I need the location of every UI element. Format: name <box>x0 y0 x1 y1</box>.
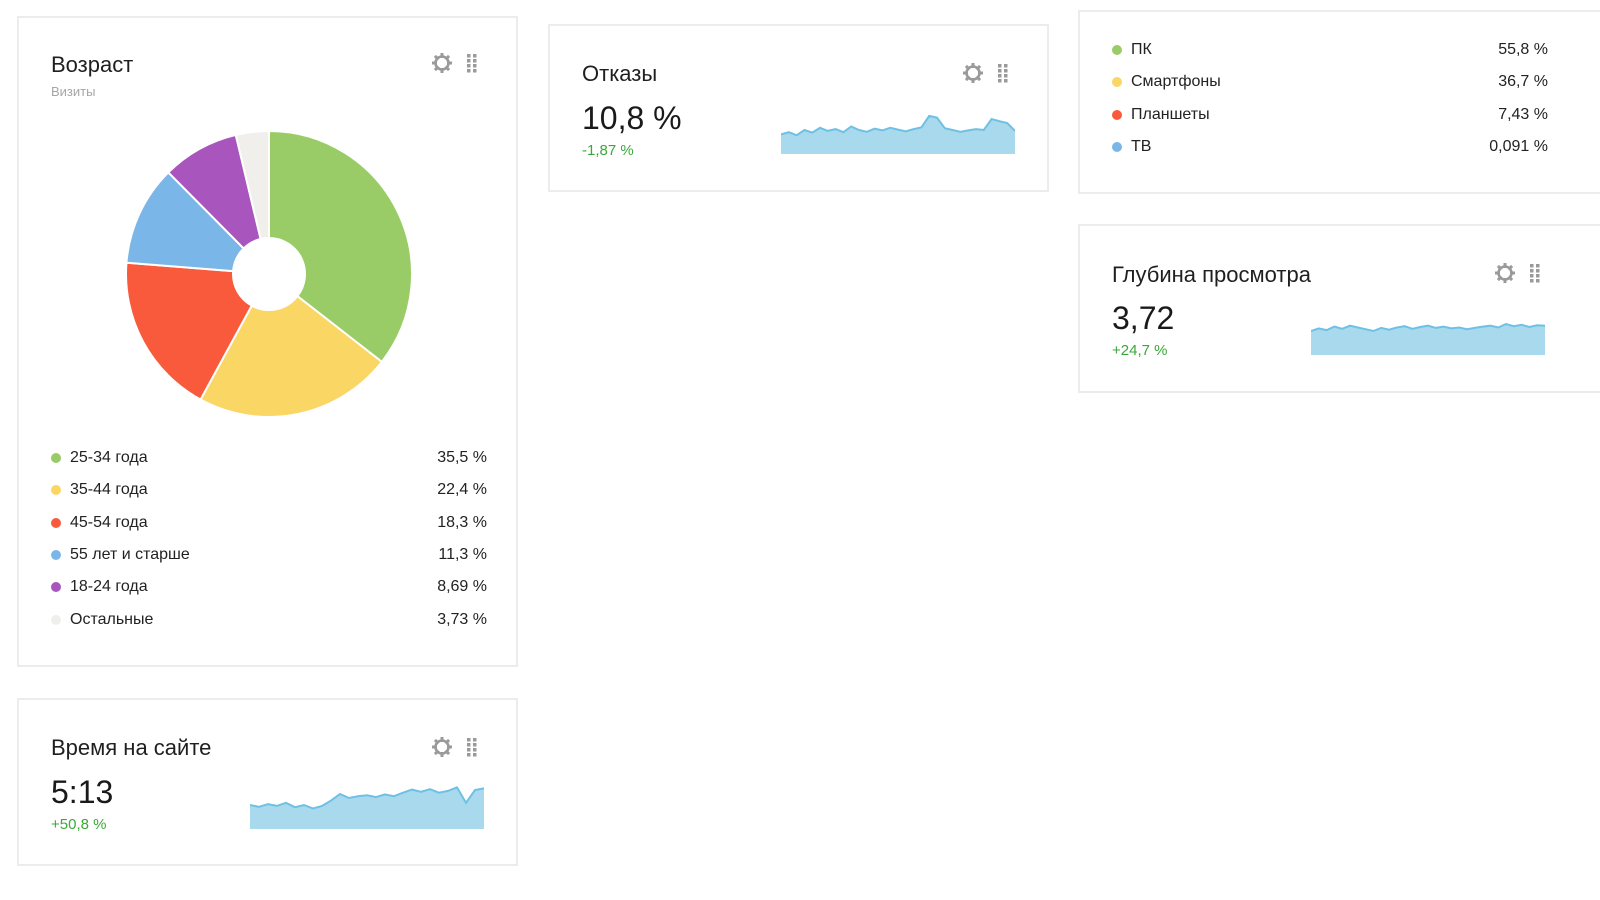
legend-value: 0,091 % <box>1489 137 1548 155</box>
legend-label: ПК <box>1131 41 1152 58</box>
pie-slice-1[interactable] <box>268 129 413 364</box>
legend-value: 11,3 % <box>438 545 487 563</box>
pie-slice-3[interactable] <box>125 261 254 401</box>
legend-label: 55 лет и старше <box>70 545 190 563</box>
widget-subtitle: Визиты <box>51 84 96 99</box>
metric-value: 10,8 % <box>582 100 682 136</box>
drag-handle-icon[interactable] <box>1528 262 1542 284</box>
age-widget: Возраст Визиты 25-34 года 35,5 % 35-44 год… <box>17 16 518 667</box>
widget-title: Время на сайте <box>51 735 212 760</box>
widget-tools <box>1494 262 1542 284</box>
legend-value: 55,8 % <box>1498 41 1548 58</box>
devices-legend: ПК 55,8 % Смартфоны 36,7 % Планшеты 7,43 % ТВ 0… <box>1112 34 1548 164</box>
gear-icon[interactable] <box>962 62 984 84</box>
time-sparkline <box>250 786 484 829</box>
drag-handle-icon[interactable] <box>996 62 1010 84</box>
legend-value: 18,3 % <box>437 513 487 531</box>
age-pie-chart <box>125 129 413 418</box>
widget-tools <box>431 736 479 758</box>
legend-item[interactable]: 45-54 года 18,3 % <box>51 507 487 539</box>
legend-dot <box>51 582 61 593</box>
pie-slice-4[interactable] <box>125 171 246 273</box>
legend-dot <box>51 614 61 625</box>
time-widget: Время на сайте 5:13 +50,8 % <box>17 698 518 866</box>
metric-delta: +24,7 % <box>1112 342 1168 359</box>
legend-label: 18-24 года <box>70 578 148 596</box>
sparkline-area <box>1311 324 1545 355</box>
pie-slice-2[interactable] <box>199 294 384 418</box>
widget-tools <box>962 62 1010 84</box>
sparkline-area <box>781 115 1015 154</box>
legend-dot <box>1112 45 1122 55</box>
sparkline-line <box>1311 322 1545 333</box>
legend-dot <box>51 485 61 496</box>
legend-item[interactable]: 35-44 года 22,4 % <box>51 474 487 506</box>
gear-icon[interactable] <box>431 52 453 74</box>
legend-dot <box>51 517 61 528</box>
legend-label: Планшеты <box>1131 105 1210 123</box>
legend-value: 22,4 % <box>437 481 487 499</box>
metric-delta: +50,8 % <box>51 816 107 833</box>
pie-slice-6[interactable] <box>234 129 270 241</box>
legend-item[interactable]: 25-34 года 35,5 % <box>51 442 487 474</box>
legend-dot <box>51 549 61 560</box>
age-legend: 25-34 года 35,5 % 35-44 года 22,4 % 45-54 го… <box>51 442 487 642</box>
bounce-widget: Отказы 10,8 % -1,87 % <box>548 24 1049 192</box>
legend-value: 3,73 % <box>437 610 487 628</box>
legend-item[interactable]: ПК 55,8 % <box>1112 34 1548 66</box>
legend-label: Смартфоны <box>1131 73 1221 91</box>
widget-title: Глубина просмотра <box>1112 262 1311 287</box>
legend-dot <box>1112 109 1122 120</box>
legend-item[interactable]: Остальные 3,73 % <box>51 604 487 636</box>
widget-title: Отказы <box>582 61 658 86</box>
legend-value: 36,7 % <box>1498 73 1548 91</box>
legend-value: 8,69 % <box>437 578 487 596</box>
drag-handle-icon[interactable] <box>465 52 479 74</box>
legend-label: 25-34 года <box>70 449 148 466</box>
gear-icon[interactable] <box>431 736 453 758</box>
depth-widget: Глубина просмотра 3,72 +24,7 % <box>1078 224 1600 393</box>
legend-dot <box>1112 77 1122 88</box>
legend-item[interactable]: 55 лет и старше 11,3 % <box>51 539 487 571</box>
metric-value: 5:13 <box>51 774 114 810</box>
legend-label: ТВ <box>1131 137 1152 155</box>
legend-label: Остальные <box>70 610 154 628</box>
legend-dot <box>1112 141 1122 152</box>
sparkline-line <box>250 786 484 810</box>
widget-title: Возраст <box>51 52 134 77</box>
metric-value: 3,72 <box>1112 300 1175 336</box>
legend-value: 35,5 % <box>437 449 487 466</box>
legend-item[interactable]: Смартфоны 36,7 % <box>1112 66 1548 98</box>
sparkline-line <box>781 114 1015 137</box>
sparkline-area <box>250 787 484 829</box>
drag-handle-icon[interactable] <box>465 736 479 758</box>
legend-item[interactable]: 18-24 года 8,69 % <box>51 571 487 603</box>
legend-dot <box>51 453 61 463</box>
bounce-sparkline <box>781 114 1015 154</box>
widget-tools <box>431 52 479 74</box>
legend-label: 35-44 года <box>70 481 148 499</box>
gear-icon[interactable] <box>1494 262 1516 284</box>
legend-item[interactable]: ТВ 0,091 % <box>1112 131 1548 163</box>
legend-label: 45-54 года <box>70 513 148 531</box>
legend-item[interactable]: Планшеты 7,43 % <box>1112 99 1548 131</box>
legend-value: 7,43 % <box>1498 105 1548 123</box>
metric-delta: -1,87 % <box>582 142 634 159</box>
devices-widget: ПК 55,8 % Смартфоны 36,7 % Планшеты 7,43 % ТВ 0… <box>1078 10 1600 194</box>
depth-sparkline <box>1311 322 1545 355</box>
